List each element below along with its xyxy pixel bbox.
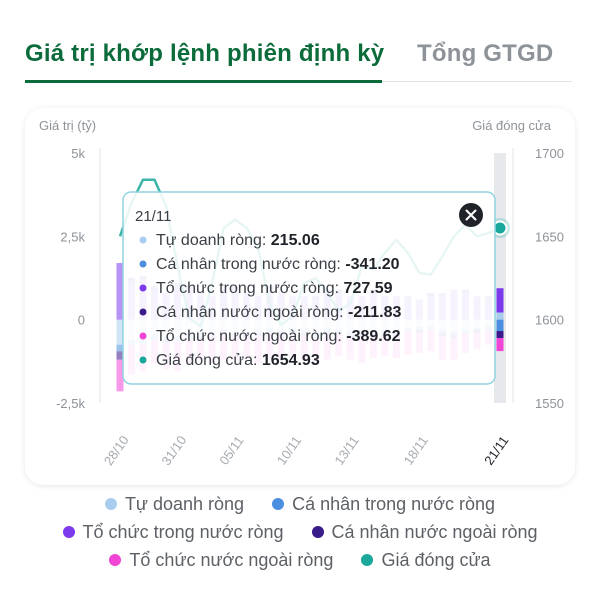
y-tick-left: 2,5k [60,229,85,244]
legend-label: Tổ chức nước ngoài ròng [129,549,334,570]
legend-label: Tự doanh ròng [124,493,245,514]
y-tick-right: 1600 [535,313,564,328]
bar-segment [116,344,124,352]
tooltip-row-value: -341.20 [345,256,399,273]
close-icon [465,209,477,221]
tooltip-dot [139,356,147,364]
legend-label: Giá đóng cửa [381,549,491,570]
tooltip-dot [139,284,147,292]
bar-segment [116,351,124,360]
y-axis-left-label: Giá trị (tỷ) [39,118,96,133]
legend-label: Cá nhân trong nước ròng [292,493,496,514]
tooltip-dot [139,236,147,244]
legend-item-ca-nhan-trong-nuoc[interactable]: Cá nhân trong nước ròng [272,494,495,515]
y-tick-right: 1550 [535,396,564,411]
legend-row-2: Tổ chức trong nước ròng Cá nhân nước ngo… [0,518,600,546]
tooltip-row-label: Giá đóng cửa: [156,352,262,369]
x-tick-label: 13/11 [331,433,361,467]
legend-item-to-chuc-trong-nuoc[interactable]: Tổ chức trong nước ròng [62,521,284,543]
bar-segment [496,331,504,339]
tooltip[interactable]: 21/11 Tự doanh ròng: 215.06 Cá nhân trong … [122,191,496,385]
tooltip-row: Cá nhân nước ngoài ròng: -211.83 [156,304,401,321]
tooltip-row: Cá nhân trong nước ròng: -341.20 [156,256,400,273]
y-tick-left: 5k [71,146,85,161]
bar-segment [116,359,124,392]
tooltip-row-label: Tự doanh ròng: [156,232,271,249]
tooltip-dot [139,308,147,316]
tooltip-date: 21/11 [135,208,171,225]
legend-label: Tổ chức trong nước ròng [82,521,284,542]
tooltip-box [122,191,496,385]
legend-dot-to-chuc-nuoc-ngoai [109,554,122,566]
legend-dot-ca-nhan-nuoc-ngoai [311,526,324,538]
x-tick-label: 05/11 [216,433,246,467]
y-tick-left: 0 [78,313,85,328]
y-tick-left: -2,5k [56,396,85,411]
legend-label: Cá nhân nước ngoài ròng [331,521,538,542]
x-tick-label: 21/11 [481,433,511,467]
bar-segment [496,338,504,352]
tooltip-row-value: 215.06 [271,232,320,249]
tooltip-dot [139,260,147,268]
legend-item-gia-dong-cua[interactable]: Giá đóng cửa [361,549,491,571]
x-tick-label: 31/10 [158,433,189,468]
legend-dot-tu-doanh [104,498,117,510]
tab-gia-tri-khop-lenh[interactable]: Giá trị khớp lệnh phiên định kỳ [25,40,385,67]
tooltip-row-value: 1654.93 [262,352,320,369]
x-tick-label: 28/10 [101,433,132,468]
legend-item-tu-doanh[interactable]: Tự doanh ròng [104,493,245,515]
legend-dot-to-chuc-trong-nuoc [62,526,75,538]
tooltip-row-label: Tổ chức nước ngoài ròng: [156,327,346,345]
tooltip-row-value: 727.59 [344,280,393,297]
tooltip-row-label: Cá nhân trong nước ròng: [156,256,345,273]
y-tick-right: 1650 [535,229,564,244]
tooltip-row: Tổ chức nước ngoài ròng: -389.62 [156,327,401,345]
bar-segment [116,319,124,345]
legend-row-1: Tự doanh ròng Cá nhân trong nước ròng [0,490,600,518]
tooltip-row-label: Tổ chức trong nước ròng: [156,279,344,297]
bar-segment [496,312,504,320]
tooltip-row: Giá đóng cửa: 1654.93 [156,352,320,369]
tab-tong-gtgd[interactable]: Tổng GTGD [417,40,554,67]
tab-bar: Giá trị khớp lệnh phiên định kỳ Tổng GTG… [0,0,600,90]
highlight-column [494,153,506,403]
bar-segment [496,319,504,332]
bar-segment [496,288,504,313]
tooltip-row: Tự doanh ròng: 215.06 [156,232,320,249]
tooltip-row-value: -389.62 [346,328,400,345]
x-tick-label: 10/11 [274,433,304,467]
x-tick-label: 18/11 [401,433,431,467]
legend-dot-gia-dong-cua [361,554,374,566]
chart-card: Giá trị (tỷ) Giá đóng cửa 5k 2,5k 0 -2,5k 1700… [25,108,575,485]
legend-item-ca-nhan-nuoc-ngoai[interactable]: Cá nhân nước ngoài ròng [311,521,538,543]
tooltip-row: Tổ chức trong nước ròng: 727.59 [156,279,393,297]
close-button[interactable] [459,203,483,227]
tooltip-row-value: -211.83 [348,304,401,321]
legend-item-to-chuc-nuoc-ngoai[interactable]: Tổ chức nước ngoài ròng [109,550,333,571]
legend: Tự doanh ròng Cá nhân trong nước ròng Tổ… [0,490,600,574]
tooltip-row-label: Cá nhân nước ngoài ròng: [156,304,348,321]
y-axis-right-label: Giá đóng cửa [472,118,552,133]
bar-segment [116,263,124,320]
tab-divider [382,81,572,82]
active-tab-indicator [25,80,382,83]
tooltip-dot [139,332,147,340]
legend-row-3: Tổ chức nước ngoài ròng Giá đóng cửa [0,546,600,574]
legend-dot-ca-nhan-trong-nuoc [272,498,285,510]
y-tick-right: 1700 [535,146,564,161]
chart[interactable]: Giá trị (tỷ) Giá đóng cửa 5k 2,5k 0 -2,5k 1700… [25,108,575,485]
